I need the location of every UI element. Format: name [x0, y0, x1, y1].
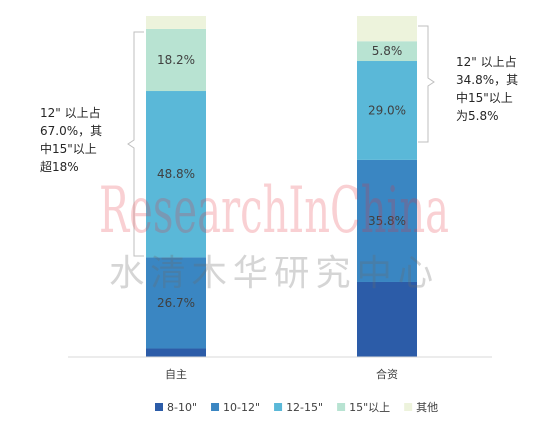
legend-swatch-5	[404, 403, 413, 411]
bars-layer: 26.7% 48.8% 18.2% 35.8% 29.0% 5.8%	[146, 16, 417, 357]
legend-swatch-2	[211, 403, 220, 411]
bar-segment-1-4	[146, 28, 206, 92]
category-label-1: 自主	[165, 368, 187, 381]
right-annotation: 12" 以上占 34.8%，其 中15"以上 为5.8%	[456, 54, 522, 123]
bar-segment-1-1	[146, 348, 206, 357]
left-annotation: 12" 以上占 67.0%，其 中15"以上 超18%	[40, 105, 106, 174]
bar-segment-2-5	[357, 16, 417, 42]
left-annotation-line-3: 中15"以上	[40, 141, 97, 156]
data-label-2-3: 29.0%	[368, 103, 406, 117]
data-label-1-2: 26.7%	[157, 296, 195, 310]
legend-item-2: 10-12"	[211, 401, 260, 414]
left-annotation-line-4: 超18%	[40, 159, 79, 174]
legend-label-1: 8-10"	[167, 401, 197, 414]
legend-item-4: 15"以上	[337, 401, 390, 414]
left-bracket	[127, 31, 144, 257]
data-label-2-2: 35.8%	[368, 214, 406, 228]
bar-segment-1-5	[146, 16, 206, 29]
legend: 8-10" 10-12" 12-15" 15"以上 其他	[155, 401, 438, 414]
left-annotation-line-2: 67.0%，其	[40, 124, 102, 138]
bar-segment-2-4	[357, 41, 417, 62]
legend-label-2: 10-12"	[223, 401, 260, 414]
right-annotation-line-4: 为5.8%	[456, 109, 499, 123]
legend-item-5: 其他	[404, 401, 438, 414]
left-annotation-line-1: 12" 以上占	[40, 105, 101, 120]
data-label-1-3: 48.8%	[157, 167, 195, 181]
right-annotation-line-2: 34.8%，其	[456, 73, 518, 87]
bar-segment-1-3	[146, 91, 206, 258]
legend-swatch-1	[155, 403, 163, 411]
legend-item-3: 12-15"	[274, 401, 323, 414]
category-label-2: 合资	[376, 367, 398, 381]
data-label-1-4: 18.2%	[157, 53, 195, 67]
legend-swatch-4	[337, 403, 346, 411]
legend-label-4: 15"以上	[349, 401, 390, 414]
bar-segment-2-2	[357, 159, 417, 282]
right-annotation-line-3: 中15"以上	[456, 90, 513, 105]
bar-segment-2-1	[357, 281, 417, 357]
right-bracket	[418, 25, 435, 143]
data-label-2-4: 5.8%	[372, 44, 403, 58]
right-annotation-line-1: 12" 以上占	[456, 54, 517, 69]
category-labels: 自主 合资	[165, 367, 398, 381]
legend-swatch-3	[274, 403, 283, 411]
legend-label-3: 12-15"	[286, 401, 323, 414]
legend-item-1: 8-10"	[155, 401, 197, 414]
bar-segment-1-2	[146, 257, 206, 349]
bar-segment-2-3	[357, 61, 417, 160]
legend-label-5: 其他	[416, 401, 438, 414]
